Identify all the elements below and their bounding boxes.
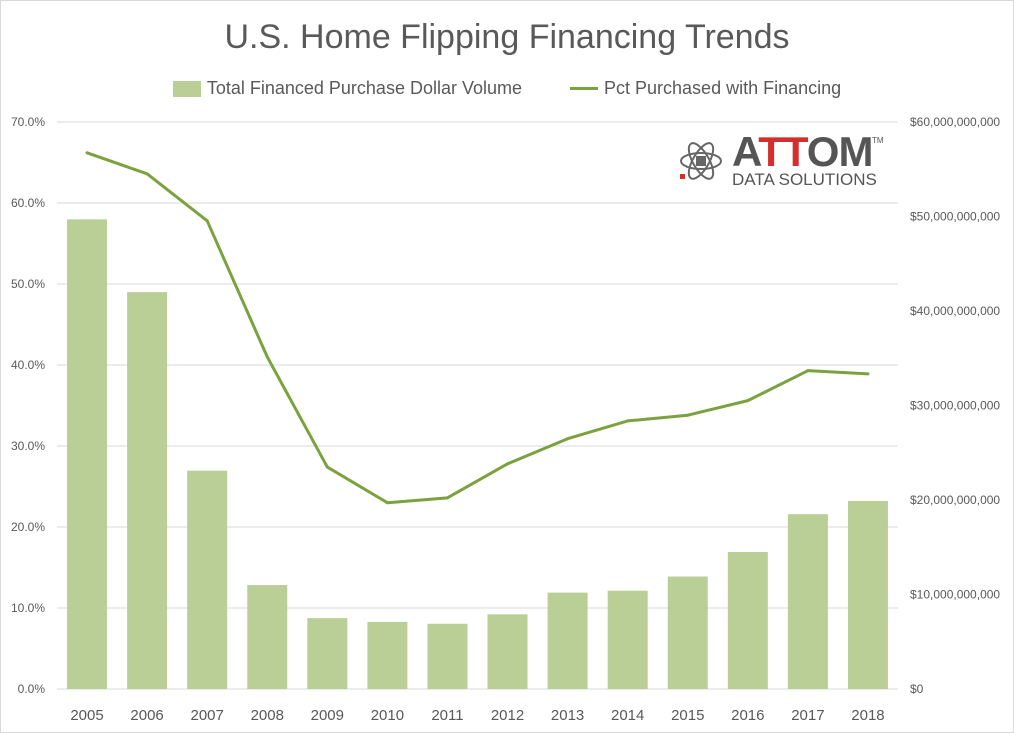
right-tick-label: $10,000,000,000 xyxy=(910,588,1000,602)
left-tick-label: 30.0% xyxy=(11,439,45,453)
legend-item-bar: Total Financed Purchase Dollar Volume xyxy=(172,78,523,99)
bar xyxy=(847,500,888,689)
line-point xyxy=(445,496,449,500)
line-point xyxy=(746,399,750,403)
bar xyxy=(727,551,768,689)
logo-tagline: DATA SOLUTIONS xyxy=(732,170,877,189)
line-point xyxy=(506,462,510,466)
bar xyxy=(247,585,288,689)
bar xyxy=(547,592,588,689)
x-tick-label: 2018 xyxy=(851,707,884,724)
line-point xyxy=(85,151,89,155)
line-point xyxy=(866,372,870,376)
legend-swatch-line xyxy=(570,87,599,90)
x-tick-label: 2015 xyxy=(671,707,704,724)
right-tick-label: $20,000,000,000 xyxy=(910,493,1000,507)
bar xyxy=(607,590,648,689)
legend-label: Pct Purchased with Financing xyxy=(604,78,842,98)
x-tick-label: 2005 xyxy=(70,707,103,724)
x-tick-label: 2010 xyxy=(371,707,404,724)
left-tick-label: 60.0% xyxy=(11,196,45,210)
left-tick-label: 20.0% xyxy=(11,520,45,534)
right-tick-label: $40,000,000,000 xyxy=(910,304,1000,318)
x-tick-label: 2006 xyxy=(130,707,163,724)
logo-wordmark: ATTOM xyxy=(732,128,873,175)
left-tick-label: 70.0% xyxy=(11,115,45,129)
x-tick-label: 2013 xyxy=(551,707,584,724)
chart-title: U.S. Home Flipping Financing Trends xyxy=(224,18,790,56)
left-tick-label: 50.0% xyxy=(11,277,45,291)
right-tick-label: $0 xyxy=(910,682,924,696)
bar xyxy=(427,623,468,689)
line-point xyxy=(686,413,690,417)
attom-logo: ATTOM TM DATA SOLUTIONS xyxy=(676,128,886,190)
legend-item-line: Pct Purchased with Financing xyxy=(570,78,841,99)
right-tick-label: $60,000,000,000 xyxy=(910,115,1000,129)
bar xyxy=(67,219,108,689)
line-point xyxy=(566,437,570,441)
logo-tm: TM xyxy=(872,136,884,145)
line-point xyxy=(325,465,329,469)
x-tick-label: 2016 xyxy=(731,707,764,724)
bar xyxy=(667,576,708,689)
right-tick-label: $50,000,000,000 xyxy=(910,210,1000,224)
legend-label: Total Financed Purchase Dollar Volume xyxy=(206,78,523,98)
x-tick-label: 2009 xyxy=(311,707,344,724)
legend-swatch-bar xyxy=(172,80,201,97)
legend: Total Financed Purchase Dollar Volume Pc… xyxy=(0,78,1014,99)
left-tick-label: 10.0% xyxy=(11,601,45,615)
line-point xyxy=(265,355,269,359)
line-point xyxy=(385,501,389,505)
pct-financed-line xyxy=(86,151,869,505)
line-point xyxy=(145,172,149,176)
atom-icon xyxy=(680,142,722,180)
bar xyxy=(367,621,408,689)
line-point xyxy=(626,419,630,423)
bar xyxy=(787,514,828,689)
line-point xyxy=(205,219,209,223)
bar xyxy=(307,618,348,689)
x-tick-label: 2017 xyxy=(791,707,824,724)
bar xyxy=(187,470,228,689)
bar xyxy=(127,292,168,689)
left-tick-label: 40.0% xyxy=(11,358,45,372)
x-tick-label: 2014 xyxy=(611,707,644,724)
line-point xyxy=(806,369,810,373)
bar xyxy=(487,614,528,689)
x-tick-label: 2007 xyxy=(190,707,223,724)
x-tick-label: 2012 xyxy=(491,707,524,724)
right-tick-label: $30,000,000,000 xyxy=(910,399,1000,413)
x-tick-label: 2008 xyxy=(251,707,284,724)
x-tick-label: 2011 xyxy=(431,707,463,724)
left-tick-label: 0.0% xyxy=(18,682,46,696)
